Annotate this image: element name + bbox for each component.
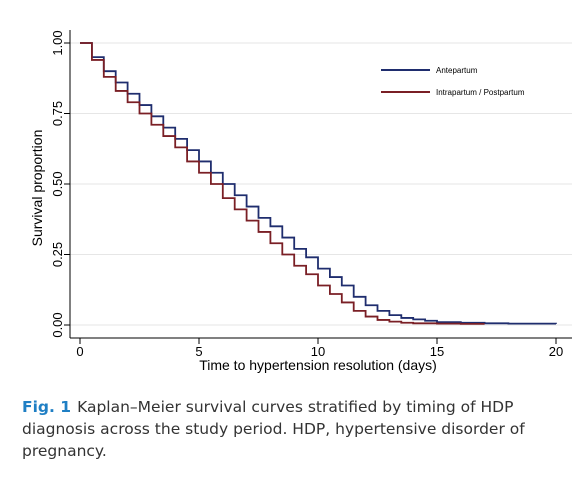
series-line-intrapartum-postpartum [80, 42, 485, 325]
caption-text: Kaplan–Meier survival curves stratified … [22, 398, 525, 460]
legend-label-antepartum: Antepartum [436, 66, 478, 75]
series-layer [80, 42, 557, 325]
y-tick-label: 0.75 [50, 101, 65, 126]
y-tick-label: 1.00 [50, 30, 65, 55]
plot-background [0, 0, 588, 392]
x-axis-title: Time to hypertension resolution (days) [199, 357, 437, 373]
x-tick-label: 10 [311, 344, 325, 359]
legend-label-intrapartum-postpartum: Intrapartum / Postpartum [436, 88, 525, 97]
y-axis-title: Survival proportion [29, 130, 45, 247]
x-tick-label: 5 [195, 344, 202, 359]
grid-lines [70, 42, 572, 326]
x-tick-label: 20 [549, 344, 563, 359]
x-tick-label: 0 [76, 344, 83, 359]
caption-figure-label: Fig. 1 [22, 398, 72, 416]
y-tick-label: 0.25 [50, 242, 65, 267]
x-tick-label: 15 [430, 344, 444, 359]
legend: Antepartum Intrapartum / Postpartum [381, 66, 525, 97]
y-tick-label: 0.50 [50, 171, 65, 196]
y-tick-label: 0.00 [50, 312, 65, 337]
axis-ticks: 0.00 0.25 0.50 0.75 1.00 0 5 10 15 20 [50, 30, 563, 359]
km-survival-chart: 0.00 0.25 0.50 0.75 1.00 0 5 10 15 20 Antepartum I… [0, 0, 588, 392]
series-line-antepartum [80, 42, 557, 325]
figure-caption: Fig. 1 Kaplan–Meier survival curves strat… [22, 396, 570, 462]
